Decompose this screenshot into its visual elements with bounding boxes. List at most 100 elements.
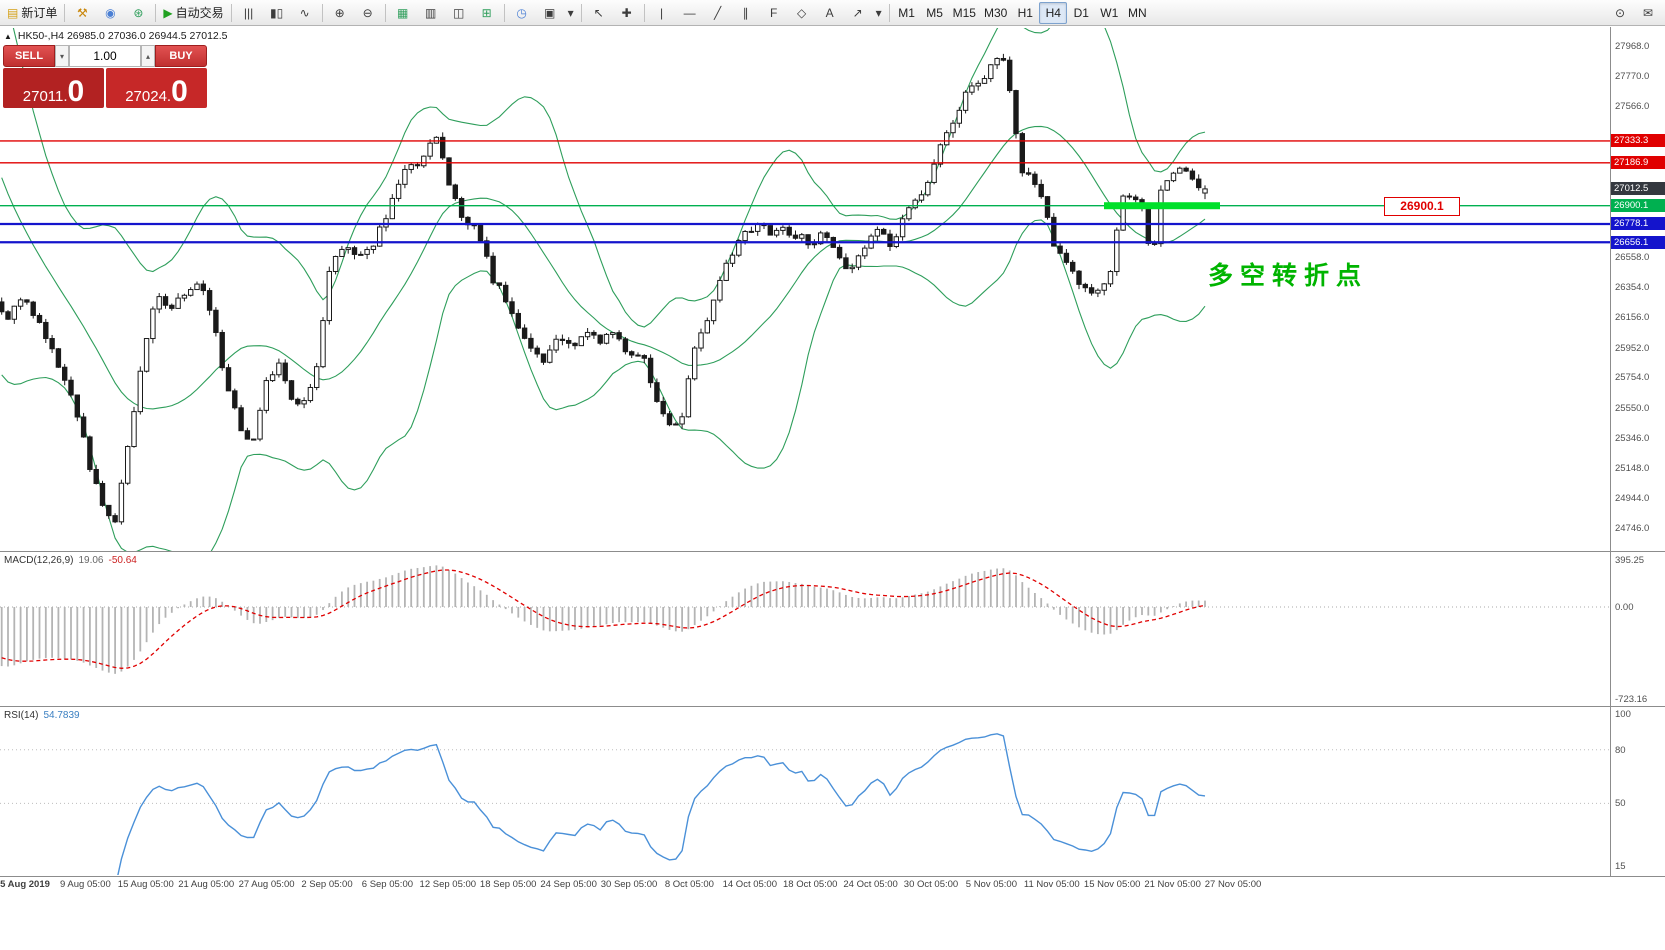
tools-button[interactable]: ⚒ xyxy=(68,2,96,24)
templates-button[interactable]: ▣ xyxy=(536,2,564,24)
period-button[interactable]: ◷ xyxy=(508,2,536,24)
macd-layer xyxy=(0,565,1610,674)
tf-m5[interactable]: M5 xyxy=(921,2,949,24)
buy-button[interactable]: BUY xyxy=(155,45,207,67)
toolbar-separator xyxy=(503,3,505,22)
arrows-button[interactable]: ↗ xyxy=(844,2,872,24)
search-button[interactable]: ⊙ xyxy=(1606,2,1634,24)
arrange-windows-button[interactable]: ◫ xyxy=(445,2,473,24)
tf-mn[interactable]: MN xyxy=(1123,2,1151,24)
highlight-segment[interactable] xyxy=(1104,202,1220,210)
community-button[interactable]: ⊛ xyxy=(124,2,152,24)
zoom-out-button[interactable]: ⊖ xyxy=(354,2,382,24)
macd-axis-label: 0.00 xyxy=(1615,602,1634,613)
rsi-indicator-header: RSI(14) 54.7839 xyxy=(4,710,80,721)
fibonacci-button[interactable]: F xyxy=(760,2,788,24)
trendline-button[interactable]: ╱ xyxy=(704,2,732,24)
tf-m5-label: M5 xyxy=(926,5,943,20)
volume-up-button[interactable]: ▴ xyxy=(141,45,155,67)
tf-m30[interactable]: M30 xyxy=(980,2,1011,24)
templates-dropdown[interactable]: ▾ xyxy=(564,2,578,24)
time-label: 6 Sep 05:00 xyxy=(361,879,414,890)
objects-dropdown[interactable]: ▾ xyxy=(872,2,886,24)
chart-line-button[interactable]: ∿ xyxy=(291,2,319,24)
tf-h1[interactable]: H1 xyxy=(1011,2,1039,24)
crosshair-button[interactable]: ✚ xyxy=(613,2,641,24)
time-label: 8 Oct 05:00 xyxy=(664,879,714,890)
time-label: 5 Nov 05:00 xyxy=(965,879,1018,890)
sell-price-button[interactable]: 27011. 0 xyxy=(3,68,104,108)
tile-windows-button[interactable]: ▦ xyxy=(389,2,417,24)
zoom-in-icon: ⊕ xyxy=(334,5,345,20)
tf-h4[interactable]: H4 xyxy=(1039,1,1068,24)
toolbar: ▤ 新订单 ⚒ ◉ ⊛ ▶ 自动交易 ||| ▮▯ ∿ ⊕ ⊖ ▦ ▥ ◫ ⊞ ◷ ▣ ▾ ↖ ✚ | — ╱ ∥ F ◇ A ↗ ▾ M… xyxy=(0,0,1665,26)
trendline-icon: ╱ xyxy=(713,5,722,20)
chart-bars-button[interactable]: ||| xyxy=(235,2,263,24)
channel-button[interactable]: ∥ xyxy=(732,2,760,24)
horizontal-line-button[interactable]: — xyxy=(676,2,704,24)
tf-m30-label: M30 xyxy=(983,5,1008,20)
autotrade-button[interactable]: ▶ 自动交易 xyxy=(159,2,227,24)
tf-m15[interactable]: M15 xyxy=(949,2,980,24)
price-level-label-box[interactable]: 26900.1 xyxy=(1384,197,1460,216)
price-axis-label: 25952.0 xyxy=(1615,342,1650,354)
tf-w1[interactable]: W1 xyxy=(1095,2,1123,24)
cursor-button[interactable]: ↖ xyxy=(585,2,613,24)
new-order-button[interactable]: ▤ 新订单 xyxy=(3,2,61,24)
cursor-icon: ↖ xyxy=(593,5,604,20)
tf-w1-label: W1 xyxy=(1100,5,1119,20)
ellipse-icon: ◇ xyxy=(796,5,807,20)
chart-candles-button[interactable]: ▮▯ xyxy=(263,2,291,24)
panel-separator[interactable] xyxy=(0,551,1665,552)
toolbar-separator xyxy=(321,3,323,22)
price-axis-line-tag: 26778.1 xyxy=(1611,217,1665,231)
price-axis-line-tag: 27333.3 xyxy=(1611,134,1665,148)
zoom-in-button[interactable]: ⊕ xyxy=(326,2,354,24)
macd-main-value: 19.06 xyxy=(78,555,104,566)
timeframe-toolbar: M1 M5 M15 M30 H1 H4 D1 W1 MN xyxy=(886,1,1152,24)
shapes-button[interactable]: ◇ xyxy=(788,2,816,24)
price-axis[interactable]: 27968.0 27770.0 27566.0 26558.0 26354.0 26156… xyxy=(1610,27,1665,877)
time-label: 15 Aug 05:00 xyxy=(117,879,174,890)
sell-price-main: 27011. xyxy=(22,88,68,105)
price-axis-label: 26156.0 xyxy=(1615,312,1650,323)
macd-axis-label: 395.25 xyxy=(1615,555,1645,566)
profile-button[interactable]: ◉ xyxy=(96,2,124,24)
panel-separator[interactable] xyxy=(0,706,1665,707)
new-chart-button[interactable]: ⊞ xyxy=(473,2,501,24)
text-icon: A xyxy=(825,5,834,20)
toolbar-separator xyxy=(230,3,232,22)
price-axis-label: 26354.0 xyxy=(1615,282,1650,294)
fibonacci-icon: F xyxy=(769,5,778,20)
chart-text-annotation[interactable]: 多空转折点 xyxy=(1208,262,1369,290)
tf-m1[interactable]: M1 xyxy=(893,2,921,24)
panel-separator[interactable] xyxy=(0,876,1665,877)
time-label: 11 Nov 05:00 xyxy=(1023,879,1080,890)
chat-button[interactable]: ✉ xyxy=(1634,2,1662,24)
price-axis-label: 27566.0 xyxy=(1615,101,1650,113)
price-axis-label: 25148.0 xyxy=(1615,462,1650,474)
cascade-windows-icon: ▥ xyxy=(424,5,437,20)
time-axis[interactable]: 5 Aug 2019 9 Aug 05:00 15 Aug 05:00 21 Aug … xyxy=(0,877,1610,895)
buy-price-button[interactable]: 27024. 0 xyxy=(106,68,207,108)
cascade-windows-button[interactable]: ▥ xyxy=(417,2,445,24)
price-axis-label: 25754.0 xyxy=(1615,372,1650,384)
tf-d1[interactable]: D1 xyxy=(1067,2,1095,24)
price-axis-label: 24944.0 xyxy=(1615,493,1650,505)
sell-button[interactable]: SELL xyxy=(3,45,55,67)
globe-icon: ⊛ xyxy=(133,5,144,20)
time-label: 18 Oct 05:00 xyxy=(782,879,838,890)
vertical-line-button[interactable]: | xyxy=(648,2,676,24)
clock-icon: ◷ xyxy=(516,5,527,20)
chevron-down-icon: ▾ xyxy=(875,5,882,20)
volume-input[interactable] xyxy=(69,45,141,67)
volume-down-button[interactable]: ▾ xyxy=(55,45,69,67)
collapse-panel-icon[interactable]: ▲ xyxy=(4,31,12,41)
candles-chart-icon: ▮▯ xyxy=(270,5,284,20)
time-label: 18 Sep 05:00 xyxy=(479,879,537,890)
toolbar-left: ▤ 新订单 ⚒ ◉ ⊛ ▶ 自动交易 ||| ▮▯ ∿ ⊕ ⊖ ▦ ▥ ◫ ⊞ ◷ ▣ ▾ ↖ ✚ | — ╱ ∥ F ◇ A ↗ ▾ xyxy=(3,2,886,24)
price-axis-label: 25550.0 xyxy=(1615,402,1650,414)
text-button[interactable]: A xyxy=(816,2,844,24)
rsi-value: 54.7839 xyxy=(43,710,80,721)
